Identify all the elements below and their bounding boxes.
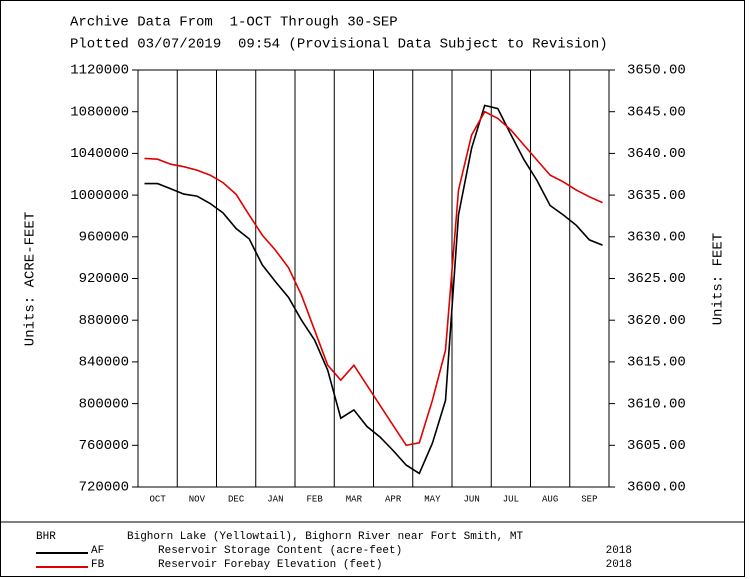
x-tick-label: JAN — [267, 494, 283, 504]
legend-year: 2018 — [606, 559, 632, 571]
series-line — [144, 104, 603, 475]
y2-tick-label: 3620.00 — [627, 313, 686, 329]
legend-code: AF — [91, 545, 104, 557]
y2-tick-label: 3615.00 — [627, 355, 686, 371]
y-tick-label: 1040000 — [70, 146, 129, 162]
series-line — [144, 110, 603, 447]
y-tick-label: 840000 — [79, 355, 129, 371]
station-code: BHR — [36, 531, 56, 543]
x-tick-label: JUN — [464, 494, 480, 504]
y2-tick-label: 3610.00 — [627, 396, 686, 412]
y-tick-label: 800000 — [79, 396, 129, 412]
y-tick-label: 880000 — [79, 313, 129, 329]
y-tick-label: 1000000 — [70, 188, 129, 204]
x-tick-label: MAY — [424, 494, 441, 504]
y2-tick-label: 3635.00 — [627, 188, 686, 204]
x-tick-label: APR — [385, 494, 402, 504]
y2-tick-label: 3650.00 — [627, 63, 686, 79]
y-axis-label: Units: ACRE-FEET — [23, 212, 39, 346]
chart-title: Archive Data From 1-OCT Through 30-SEP — [70, 15, 398, 31]
y2-tick-label: 3645.00 — [627, 104, 686, 120]
x-tick-label: MAR — [346, 494, 363, 504]
y-tick-label: 920000 — [79, 271, 129, 287]
y-tick-label: 720000 — [79, 480, 129, 496]
x-tick-label: DEC — [228, 494, 245, 504]
legend-label: Reservoir Storage Content (acre-feet) — [158, 545, 402, 557]
y2-tick-label: 3640.00 — [627, 146, 686, 162]
y-tick-label: 1120000 — [70, 63, 129, 79]
y2-tick-label: 3625.00 — [627, 271, 686, 287]
legend-label: Reservoir Forebay Elevation (feet) — [158, 559, 382, 571]
station-name: Bighorn Lake (Yellowtail), Bighorn River… — [127, 531, 523, 543]
y2-tick-label: 3605.00 — [627, 438, 686, 454]
x-tick-label: FEB — [307, 494, 324, 504]
legend-year: 2018 — [606, 545, 632, 557]
y2-tick-label: 3630.00 — [627, 230, 686, 246]
x-tick-label: AUG — [542, 494, 558, 504]
x-tick-label: NOV — [189, 494, 206, 504]
y-tick-label: 1080000 — [70, 104, 129, 120]
x-tick-label: JUL — [503, 494, 519, 504]
y-tick-label: 760000 — [79, 438, 129, 454]
x-tick-label: OCT — [150, 494, 167, 504]
y2-tick-label: 3600.00 — [627, 480, 686, 496]
legend-code: FB — [91, 559, 105, 571]
y-tick-label: 960000 — [79, 230, 129, 246]
y2-axis-label: Units: FEET — [711, 233, 727, 325]
x-tick-label: SEP — [581, 494, 597, 504]
chart-subtitle: Plotted 03/07/2019 09:54 (Provisional Da… — [70, 37, 608, 53]
